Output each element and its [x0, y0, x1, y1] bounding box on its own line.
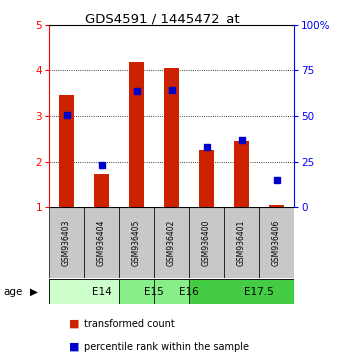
- Text: ■: ■: [69, 319, 80, 329]
- Text: ■: ■: [69, 342, 80, 352]
- Bar: [189, 207, 224, 278]
- Text: GSM936404: GSM936404: [97, 219, 106, 266]
- Bar: [154, 279, 189, 304]
- Text: ▶: ▶: [30, 287, 38, 297]
- Text: transformed count: transformed count: [84, 319, 175, 329]
- Bar: [199, 150, 214, 207]
- Bar: [164, 68, 179, 207]
- Bar: [49, 207, 84, 278]
- Text: GSM936401: GSM936401: [237, 219, 246, 266]
- Bar: [84, 207, 119, 278]
- Bar: [234, 141, 249, 207]
- Text: E16: E16: [179, 287, 199, 297]
- Bar: [129, 62, 144, 207]
- Text: E14: E14: [92, 287, 112, 297]
- Text: GSM936405: GSM936405: [132, 219, 141, 266]
- Text: GSM936400: GSM936400: [202, 219, 211, 266]
- Text: percentile rank within the sample: percentile rank within the sample: [84, 342, 249, 352]
- Bar: [94, 174, 110, 207]
- Bar: [259, 207, 294, 278]
- Bar: [189, 279, 294, 304]
- Text: GSM936406: GSM936406: [272, 219, 281, 266]
- Text: GSM936403: GSM936403: [62, 219, 71, 266]
- Text: age: age: [3, 287, 23, 297]
- Text: E17.5: E17.5: [244, 287, 274, 297]
- Bar: [269, 205, 285, 207]
- Bar: [119, 279, 154, 304]
- Bar: [154, 207, 189, 278]
- Text: GDS4591 / 1445472_at: GDS4591 / 1445472_at: [85, 12, 240, 25]
- Bar: [58, 96, 74, 207]
- Text: E15: E15: [144, 287, 164, 297]
- Bar: [119, 207, 154, 278]
- Bar: [49, 279, 119, 304]
- Bar: [224, 207, 259, 278]
- Text: GSM936402: GSM936402: [167, 219, 176, 266]
